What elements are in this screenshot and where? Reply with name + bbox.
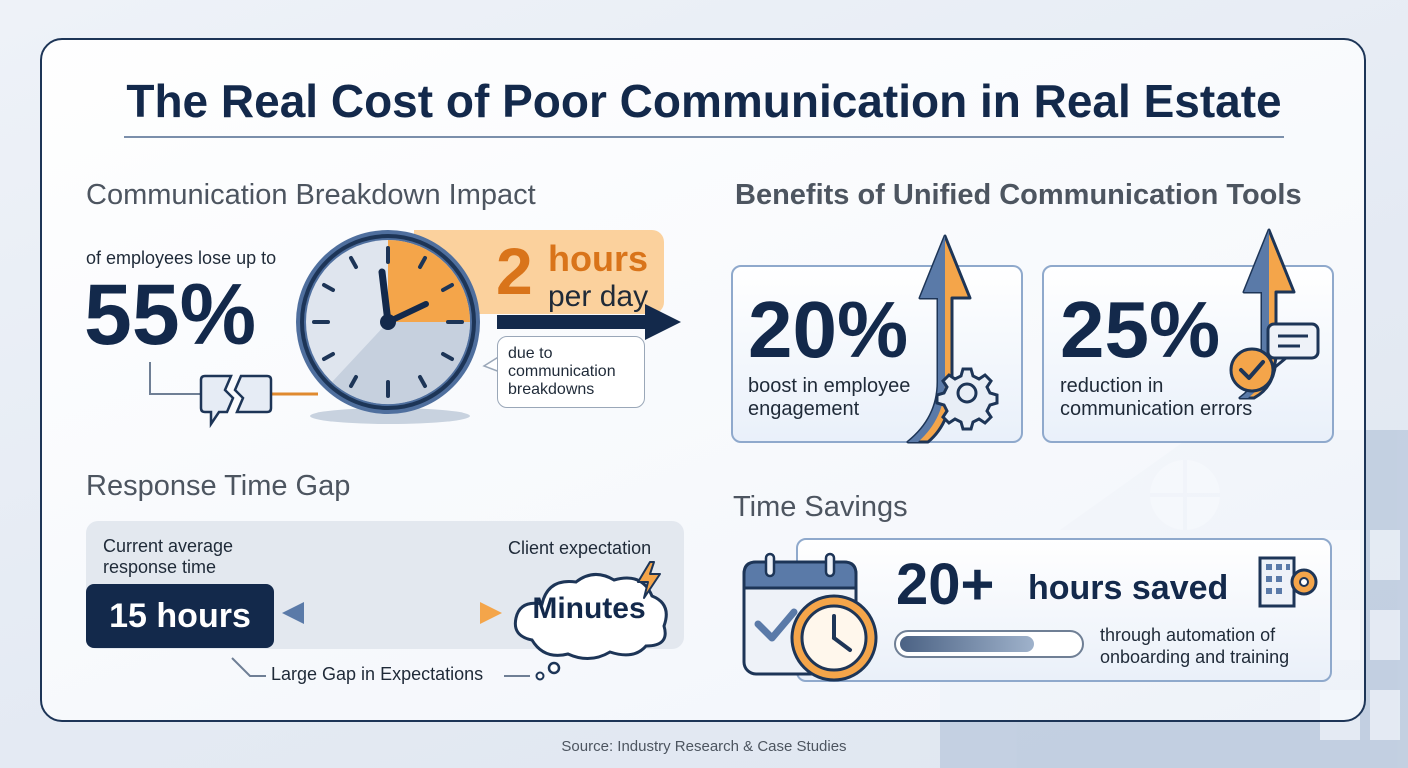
lightning-icon [637,561,661,599]
calendar-icon [742,552,878,682]
clock-icon [296,230,480,424]
errors-percent: 25% [1060,285,1221,374]
percent-55: 55% [84,267,257,363]
per-day-text: per day [548,280,649,313]
building-icon [1258,556,1318,608]
page-title: The Real Cost of Poor Communication in R… [126,75,1282,127]
savings-unit: hours saved [1028,569,1229,607]
savings-progress-bar [894,630,1084,658]
arrow-up-icon [906,234,972,444]
connector-line [149,362,318,396]
current-response-label: Current average response time [103,536,234,577]
thought-cloud-icon [513,573,668,681]
savings-value: 20+ [896,552,995,617]
hours-word: hours [548,238,649,279]
current-response-value: 15 hours [86,584,274,648]
errors-label: reduction in communication errors [1060,375,1253,420]
due-to-callout: due to communication breakdowns [497,336,645,408]
savings-progress-fill [900,636,1034,652]
broken-speech-bubble-icon [199,374,273,429]
engagement-label: boost in employee engagement [748,375,911,420]
gap-label: Large Gap in Expectations [271,664,484,684]
source-text: Source: Industry Research & Case Studies [561,738,847,755]
gap-arrow [282,602,502,624]
savings-heading: Time Savings [733,491,908,523]
benefits-heading: Benefits of Unified Communication Tools [735,179,1302,211]
savings-label: through automation of onboarding and tra… [1100,625,1290,667]
client-expectation-label: Client expectation [508,538,652,558]
engagement-percent: 20% [748,285,909,374]
savings-panel [796,538,1332,682]
lose-text: of employees lose up to [86,248,277,268]
arrow-right-icon [497,304,681,340]
checkmark-icon [1229,347,1275,393]
hours-number: 2 [496,234,533,308]
gear-icon [935,367,999,431]
gap-bracket [231,657,530,677]
chat-bubble-icon [1266,322,1320,370]
response-heading: Response Time Gap [86,470,351,502]
client-expectation-value: Minutes [532,592,646,625]
title-divider [124,136,1284,138]
breakdown-heading: Communication Breakdown Impact [86,179,536,211]
